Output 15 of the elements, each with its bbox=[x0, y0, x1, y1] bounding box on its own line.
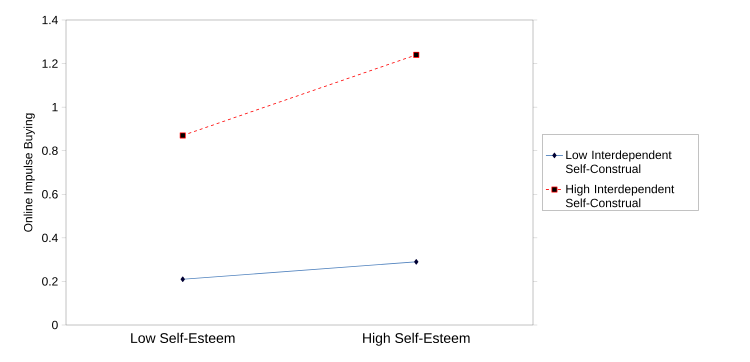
y-tick-label: 1 bbox=[52, 103, 58, 112]
x-tick-label: High Self-Esteem bbox=[363, 332, 470, 346]
y-axis-title: Online Impulse Buying bbox=[24, 113, 35, 232]
point bbox=[413, 52, 420, 58]
legend-label: Low Interdependent Self-Construal bbox=[566, 150, 672, 174]
y-tick-label: 0.6 bbox=[42, 190, 58, 199]
y-tick-label: 0 bbox=[52, 320, 58, 330]
legend-label: High Interdependent Self-Construal bbox=[566, 184, 674, 208]
y-tick-label: 1.2 bbox=[42, 59, 58, 68]
x-tick-label: Low Self-Esteem bbox=[131, 332, 235, 344]
y-tick-label: 0.8 bbox=[42, 146, 58, 155]
y-tick-label: 0.4 bbox=[42, 234, 58, 242]
point bbox=[180, 132, 186, 138]
y-tick-label: 0.2 bbox=[42, 277, 58, 286]
y-tick-label: 1.4 bbox=[42, 16, 58, 24]
